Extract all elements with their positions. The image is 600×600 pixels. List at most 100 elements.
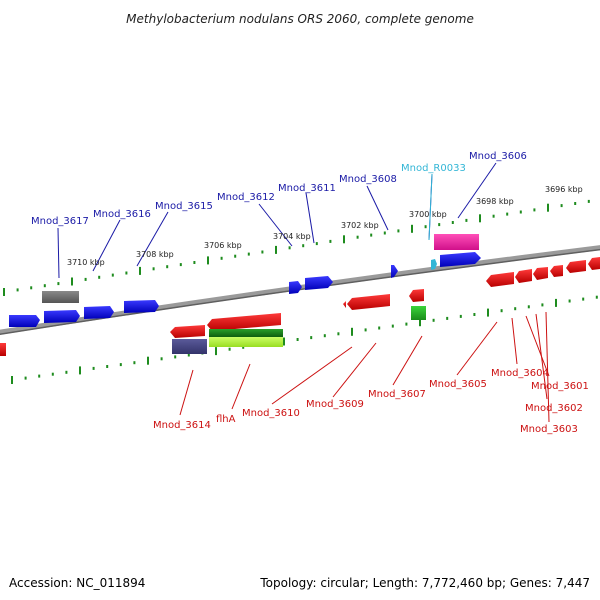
gene-label[interactable]: Mnod_3611	[278, 183, 336, 194]
accession-text: Accession: NC_011894	[9, 576, 145, 590]
major-tick	[71, 277, 73, 286]
gene-label[interactable]: Mnod_3615	[155, 201, 213, 212]
gene-block-grey[interactable]	[42, 291, 79, 303]
minor-tick	[459, 314, 462, 318]
minor-tick	[38, 374, 41, 378]
minor-tick	[405, 322, 408, 326]
minor-tick	[30, 286, 33, 290]
gene-block-red[interactable]	[343, 301, 346, 308]
minor-tick	[193, 261, 196, 264]
gene-label[interactable]: Mnod_3601	[531, 381, 589, 392]
minor-tick	[160, 357, 163, 361]
top-tick-row	[3, 199, 590, 296]
gene-block-red[interactable]	[486, 272, 514, 287]
minor-tick	[166, 265, 169, 269]
gene-label[interactable]: Mnod_3614	[153, 420, 211, 431]
forward-gene-labels: Mnod_3606 Mnod_R0033 Mnod_3608 Mnod_3611…	[31, 151, 527, 227]
minor-tick	[500, 309, 503, 313]
kbp-label: 3696 kbp	[545, 185, 583, 194]
forward-genes	[9, 234, 481, 327]
gene-label-rna[interactable]: Mnod_R0033	[401, 163, 466, 174]
minor-tick	[16, 288, 19, 292]
minor-tick	[337, 332, 340, 336]
minor-tick	[473, 313, 476, 316]
gene-block-red[interactable]	[566, 260, 586, 273]
minor-tick	[315, 242, 318, 246]
reverse-gene-labels: Mnod_3601 Mnod_3602 Mnod_3603 Mnod_3604 …	[153, 368, 589, 435]
kbp-label: 3708 kbp	[136, 250, 174, 259]
gene-label[interactable]: Mnod_3606	[469, 151, 527, 162]
gene-block-blue[interactable]	[305, 276, 333, 290]
gene-block-red[interactable]	[515, 269, 532, 283]
major-tick	[487, 308, 489, 317]
major-tick	[147, 356, 149, 365]
gene-block-blue[interactable]	[124, 300, 159, 313]
minor-tick	[568, 299, 571, 303]
minor-tick	[57, 282, 60, 286]
minor-tick	[133, 361, 136, 365]
gene-label[interactable]: Mnod_3610	[242, 408, 300, 419]
map-title: Methylobacterium nodulans ORS 2060, comp…	[126, 12, 474, 26]
gene-block-red[interactable]	[533, 267, 548, 280]
minor-tick	[514, 307, 517, 311]
kbp-label: 3702 kbp	[341, 221, 379, 230]
minor-tick	[432, 318, 435, 322]
gene-block-pink[interactable]	[434, 234, 479, 250]
minor-tick	[152, 267, 155, 271]
gene-block-red[interactable]	[347, 294, 390, 310]
gene-block-blue[interactable]	[289, 281, 302, 294]
gene-block-red[interactable]	[170, 325, 205, 338]
major-tick	[3, 288, 5, 296]
gene-label[interactable]: Mnod_3612	[217, 192, 275, 203]
gene-label[interactable]: Mnod_3608	[339, 174, 397, 185]
gene-label[interactable]: Mnod_3605	[429, 379, 487, 390]
minor-tick	[119, 363, 122, 367]
gene-block-blue[interactable]	[440, 252, 481, 267]
gene-label[interactable]: Mnod_3609	[306, 399, 364, 410]
gene-block-green[interactable]	[411, 306, 426, 320]
minor-tick	[111, 273, 114, 277]
gene-block-red[interactable]	[588, 257, 600, 270]
minor-tick	[438, 223, 441, 227]
gene-label[interactable]: Mnod_3604	[491, 368, 549, 379]
gene-block-purple[interactable]	[172, 339, 207, 354]
bottom-tick-row	[11, 295, 598, 384]
gene-block-red[interactable]	[0, 343, 6, 356]
gene-block-blue[interactable]	[391, 265, 398, 278]
gene-label[interactable]: Mnod_3616	[93, 209, 151, 220]
major-tick	[275, 245, 277, 254]
major-tick	[207, 256, 209, 265]
gene-label[interactable]: Mnod_3607	[368, 389, 426, 400]
major-tick	[79, 366, 81, 375]
gene-label[interactable]: Mnod_3602	[525, 403, 583, 414]
gene-block-cyan[interactable]	[431, 259, 437, 270]
gene-block-red[interactable]	[409, 289, 424, 302]
gene-block-red[interactable]	[550, 265, 563, 277]
major-tick	[139, 266, 141, 275]
gene-label[interactable]: Mnod_3617	[31, 216, 89, 227]
minor-tick	[506, 212, 509, 216]
minor-tick	[397, 229, 400, 233]
major-tick	[215, 347, 217, 356]
minor-tick	[356, 235, 359, 239]
gene-block-blue[interactable]	[44, 310, 80, 323]
minor-tick	[378, 326, 381, 330]
gene-label[interactable]: Mnod_3603	[520, 424, 578, 435]
minor-tick	[574, 202, 577, 205]
gene-block-blue[interactable]	[84, 306, 114, 319]
gene-block-red[interactable]	[207, 313, 281, 331]
minor-tick	[174, 355, 177, 359]
minor-tick	[370, 233, 373, 237]
major-tick	[351, 327, 353, 336]
minor-tick	[492, 214, 495, 218]
gene-block-blue[interactable]	[9, 315, 40, 327]
gene-block-lime[interactable]	[209, 337, 283, 347]
minor-tick	[383, 231, 386, 235]
kbp-label: 3704 kbp	[273, 232, 311, 241]
minor-tick	[391, 324, 394, 328]
gene-block-darkgreen[interactable]	[209, 329, 283, 337]
major-tick	[411, 224, 413, 233]
gene-label[interactable]: flhA	[216, 414, 236, 425]
